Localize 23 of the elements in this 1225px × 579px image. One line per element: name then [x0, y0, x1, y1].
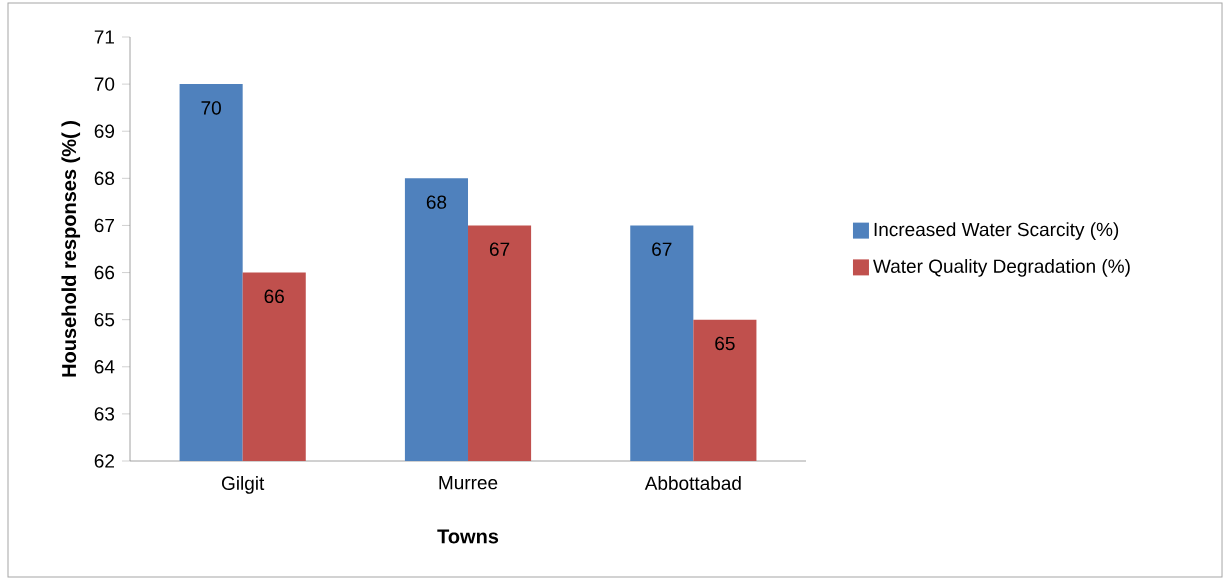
- x-axis-title: Towns: [437, 529, 499, 544]
- y-tick-label: 71: [94, 30, 114, 44]
- y-axis-title: Household responses (%( ): [61, 121, 81, 377]
- y-tick-label: 65: [94, 312, 115, 327]
- data-label: 67: [652, 242, 672, 256]
- data-label: 68: [426, 195, 447, 209]
- legend-label: Increased Water Scarcity (%): [874, 222, 1119, 240]
- y-tick-label: 66: [94, 265, 115, 280]
- x-tick-label: Abbottabad: [644, 476, 741, 491]
- data-label: 65: [715, 336, 735, 351]
- y-tick-label: 68: [94, 171, 115, 186]
- data-label: 66: [264, 289, 284, 304]
- y-tick-label: 70: [94, 77, 115, 91]
- y-tick-label: 67: [94, 218, 114, 233]
- y-tick-label: 62: [94, 454, 114, 468]
- data-label: 67: [489, 242, 510, 256]
- x-tick-label: Murree: [439, 476, 498, 490]
- y-tick-label: 69: [94, 124, 115, 138]
- x-tick-label: Gilgit: [221, 476, 265, 494]
- y-tick-label: 63: [94, 407, 115, 421]
- data-label: 70: [201, 101, 221, 115]
- y-tick-label: 64: [94, 360, 115, 374]
- legend-label: Water Quality Degradation (%): [873, 259, 1130, 277]
